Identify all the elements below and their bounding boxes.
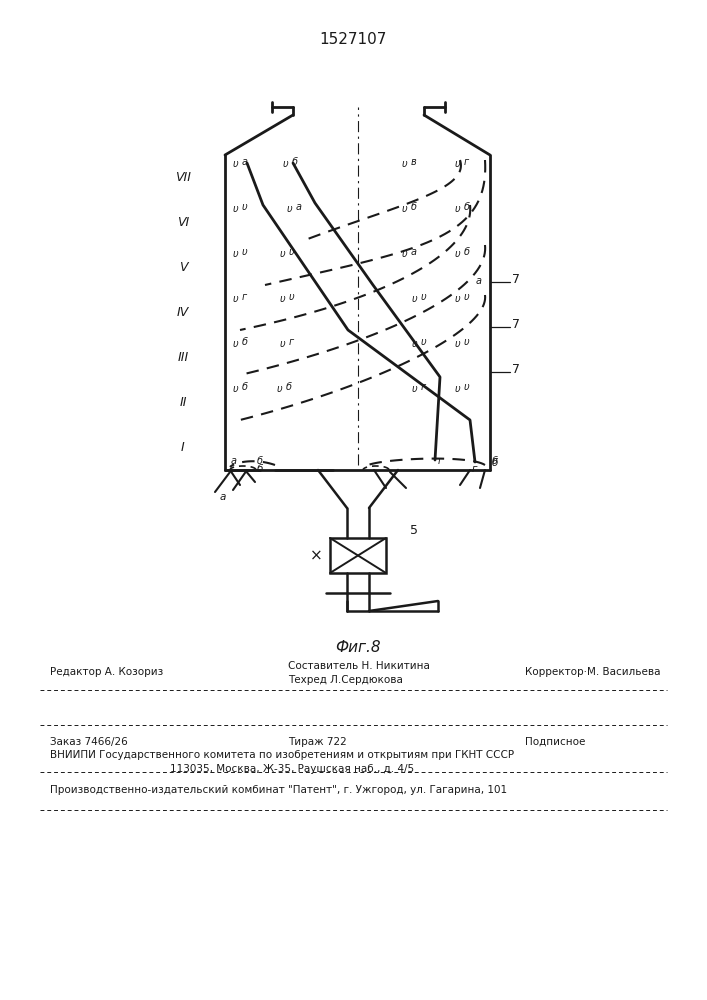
Text: Заказ 7466/26: Заказ 7466/26 [50, 737, 128, 747]
Text: υ: υ [464, 292, 469, 302]
Text: Тираж 722: Тираж 722 [288, 737, 346, 747]
Text: 5: 5 [410, 524, 418, 536]
Text: 7: 7 [512, 363, 520, 376]
Text: 7: 7 [512, 318, 520, 331]
Text: ×: × [310, 548, 322, 563]
Text: υ: υ [464, 382, 469, 392]
Text: υ: υ [455, 294, 461, 304]
Text: а: а [296, 202, 302, 212]
Text: Корректор·М. Васильева: Корректор·М. Васильева [525, 667, 660, 677]
Text: а: а [242, 157, 248, 167]
Text: υ: υ [455, 384, 461, 394]
Text: V: V [179, 261, 187, 274]
Text: υ: υ [233, 339, 239, 349]
Text: 1527107: 1527107 [320, 32, 387, 47]
Text: б: б [492, 458, 498, 468]
Text: υ: υ [421, 292, 426, 302]
Text: б: б [257, 456, 263, 466]
Text: Подписное: Подписное [525, 737, 585, 747]
Text: υ: υ [402, 249, 408, 259]
Text: в: в [411, 157, 416, 167]
Text: б: б [242, 337, 248, 347]
Text: υ: υ [233, 159, 239, 169]
Text: Составитель Н. Никитина: Составитель Н. Никитина [288, 661, 430, 671]
Text: υ: υ [233, 249, 239, 259]
Text: υ: υ [455, 339, 461, 349]
Text: υ: υ [280, 249, 286, 259]
Text: б: б [292, 157, 298, 167]
Text: 113035, Москва, Ж-35, Раушская наб., д. 4/5: 113035, Москва, Ж-35, Раушская наб., д. … [170, 764, 414, 774]
Text: υ: υ [233, 294, 239, 304]
Text: I: I [181, 441, 185, 454]
Text: Редактор А. Козориз: Редактор А. Козориз [50, 667, 163, 677]
Text: II: II [180, 396, 187, 409]
Bar [330, 538, 386, 573]
Text: υ: υ [242, 247, 247, 257]
Text: 7: 7 [512, 273, 520, 286]
Text: υ: υ [455, 204, 461, 214]
Text: υ: υ [280, 339, 286, 349]
Text: υ: υ [289, 247, 295, 257]
Text: г: г [438, 456, 443, 466]
Text: υ: υ [412, 384, 418, 394]
Text: VII: VII [175, 171, 191, 184]
Text: υ: υ [421, 337, 426, 347]
Text: б: б [286, 382, 292, 392]
Text: III: III [177, 351, 189, 364]
Text: υ: υ [283, 159, 288, 169]
Text: г: г [289, 337, 294, 347]
Text: а: а [476, 276, 482, 286]
Text: υ: υ [233, 384, 239, 394]
Text: υ: υ [412, 339, 418, 349]
Text: б: б [257, 464, 264, 474]
Text: υ: υ [402, 159, 408, 169]
Text: υ: υ [412, 294, 418, 304]
Text: г: г [472, 464, 477, 474]
Text: б: б [464, 202, 470, 212]
Text: Техред Л.Сердюкова: Техред Л.Сердюкова [288, 675, 403, 685]
Text: IV: IV [177, 306, 189, 319]
Text: υ: υ [402, 204, 408, 214]
Text: υ: υ [242, 202, 247, 212]
Text: г: г [464, 157, 469, 167]
Text: υ: υ [464, 337, 469, 347]
Text: а: а [411, 247, 417, 257]
Text: υ: υ [287, 204, 293, 214]
Text: г: г [421, 382, 426, 392]
Text: а: а [220, 492, 226, 502]
Text: б: б [492, 456, 498, 466]
Text: б: б [464, 247, 470, 257]
Text: υ: υ [455, 249, 461, 259]
Text: а: а [231, 456, 237, 466]
Text: Производственно-издательский комбинат "Патент", г. Ужгород, ул. Гагарина, 101: Производственно-издательский комбинат "П… [50, 785, 507, 795]
Text: ВНИИПИ Государственного комитета по изобретениям и открытиям при ГКНТ СССР: ВНИИПИ Государственного комитета по изоб… [50, 750, 514, 760]
Text: υ: υ [233, 204, 239, 214]
Text: б: б [242, 382, 248, 392]
Text: υ: υ [289, 292, 295, 302]
Text: VI: VI [177, 216, 189, 229]
Text: б: б [411, 202, 417, 212]
Text: υ: υ [455, 159, 461, 169]
Text: υ: υ [277, 384, 283, 394]
Text: υ: υ [280, 294, 286, 304]
Text: Фиг.8: Фиг.8 [335, 641, 381, 656]
Text: г: г [242, 292, 247, 302]
